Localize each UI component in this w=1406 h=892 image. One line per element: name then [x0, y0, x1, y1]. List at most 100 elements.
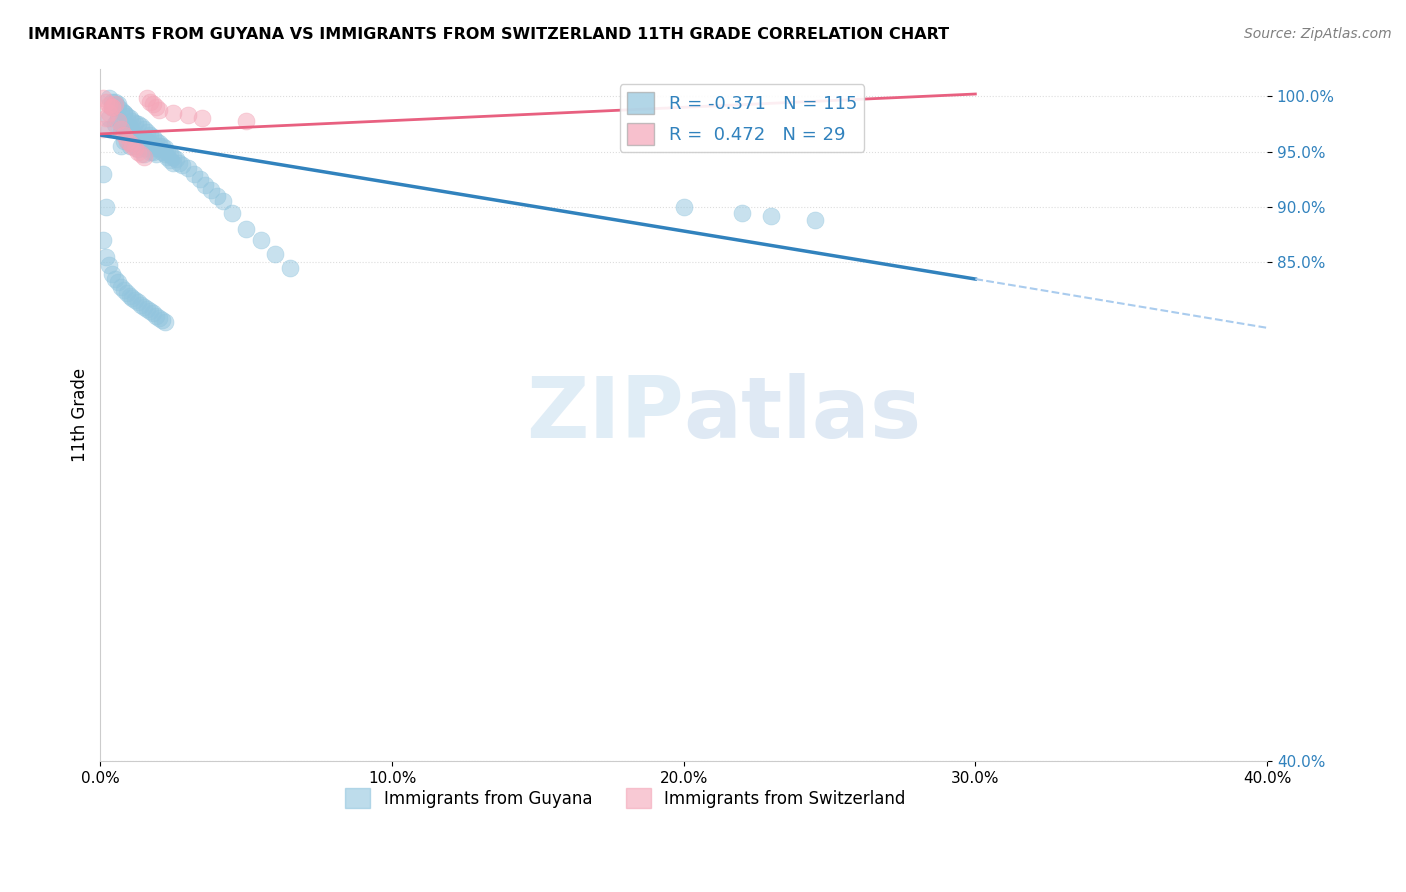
- Point: [104, 97, 127, 112]
- Point: [115, 128, 138, 142]
- Point: [159, 146, 181, 161]
- Point: [101, 95, 124, 109]
- Text: Source: ZipAtlas.com: Source: ZipAtlas.com: [1244, 27, 1392, 41]
- Point: [91, 233, 114, 247]
- Point: [110, 117, 132, 131]
- Point: [221, 205, 243, 219]
- Point: [127, 136, 149, 150]
- Point: [142, 145, 165, 159]
- Point: [118, 136, 141, 150]
- Point: [124, 116, 146, 130]
- Y-axis label: 11th Grade: 11th Grade: [72, 368, 89, 462]
- Point: [118, 139, 141, 153]
- Point: [205, 189, 228, 203]
- Point: [98, 112, 121, 126]
- Point: [91, 91, 114, 105]
- Point: [104, 95, 127, 109]
- Point: [136, 301, 159, 316]
- Point: [132, 146, 155, 161]
- Point: [104, 272, 127, 286]
- Point: [731, 205, 754, 219]
- Point: [110, 280, 132, 294]
- Legend: Immigrants from Guyana, Immigrants from Switzerland: Immigrants from Guyana, Immigrants from …: [339, 781, 912, 815]
- Point: [145, 146, 167, 161]
- Point: [162, 155, 184, 169]
- Point: [191, 112, 214, 126]
- Point: [761, 209, 783, 223]
- Point: [672, 200, 695, 214]
- Point: [91, 122, 114, 136]
- Point: [136, 139, 159, 153]
- Point: [115, 134, 138, 148]
- Point: [110, 122, 132, 136]
- Point: [98, 106, 121, 120]
- Point: [129, 134, 152, 148]
- Point: [115, 286, 138, 301]
- Point: [118, 120, 141, 135]
- Point: [264, 246, 287, 260]
- Point: [142, 97, 165, 112]
- Point: [142, 306, 165, 320]
- Point: [110, 125, 132, 139]
- Point: [124, 134, 146, 148]
- Point: [98, 98, 121, 112]
- Point: [112, 106, 135, 120]
- Point: [124, 141, 146, 155]
- Point: [136, 125, 159, 139]
- Point: [129, 119, 152, 133]
- Point: [124, 128, 146, 142]
- Point: [115, 109, 138, 123]
- Point: [153, 141, 176, 155]
- Point: [121, 113, 143, 128]
- Point: [107, 112, 129, 126]
- Point: [136, 134, 159, 148]
- Point: [212, 194, 235, 209]
- Point: [177, 108, 200, 122]
- Point: [153, 146, 176, 161]
- Point: [110, 103, 132, 117]
- Point: [96, 95, 118, 109]
- Point: [153, 315, 176, 329]
- Point: [150, 313, 173, 327]
- Point: [112, 134, 135, 148]
- Point: [235, 113, 257, 128]
- Point: [129, 297, 152, 311]
- Point: [121, 291, 143, 305]
- Point: [249, 233, 271, 247]
- Point: [139, 304, 162, 318]
- Text: atlas: atlas: [683, 373, 922, 457]
- Point: [107, 276, 129, 290]
- Point: [107, 113, 129, 128]
- Point: [91, 167, 114, 181]
- Point: [101, 100, 124, 114]
- Point: [107, 97, 129, 112]
- Point: [127, 145, 149, 159]
- Point: [177, 161, 200, 176]
- Point: [139, 128, 162, 142]
- Point: [104, 117, 127, 131]
- Point: [98, 258, 121, 272]
- Point: [118, 288, 141, 302]
- Point: [127, 117, 149, 131]
- Point: [98, 122, 121, 136]
- Point: [101, 100, 124, 114]
- Point: [145, 100, 167, 114]
- Point: [118, 112, 141, 126]
- Point: [235, 222, 257, 236]
- Point: [167, 155, 190, 169]
- Point: [148, 103, 170, 117]
- Point: [112, 128, 135, 142]
- Point: [132, 141, 155, 155]
- Point: [132, 300, 155, 314]
- Point: [150, 139, 173, 153]
- Point: [142, 139, 165, 153]
- Point: [96, 112, 118, 126]
- Point: [104, 97, 127, 112]
- Point: [139, 95, 162, 109]
- Point: [132, 136, 155, 150]
- Point: [132, 122, 155, 136]
- Point: [129, 139, 152, 153]
- Point: [183, 167, 205, 181]
- Point: [200, 183, 222, 197]
- Point: [804, 213, 827, 227]
